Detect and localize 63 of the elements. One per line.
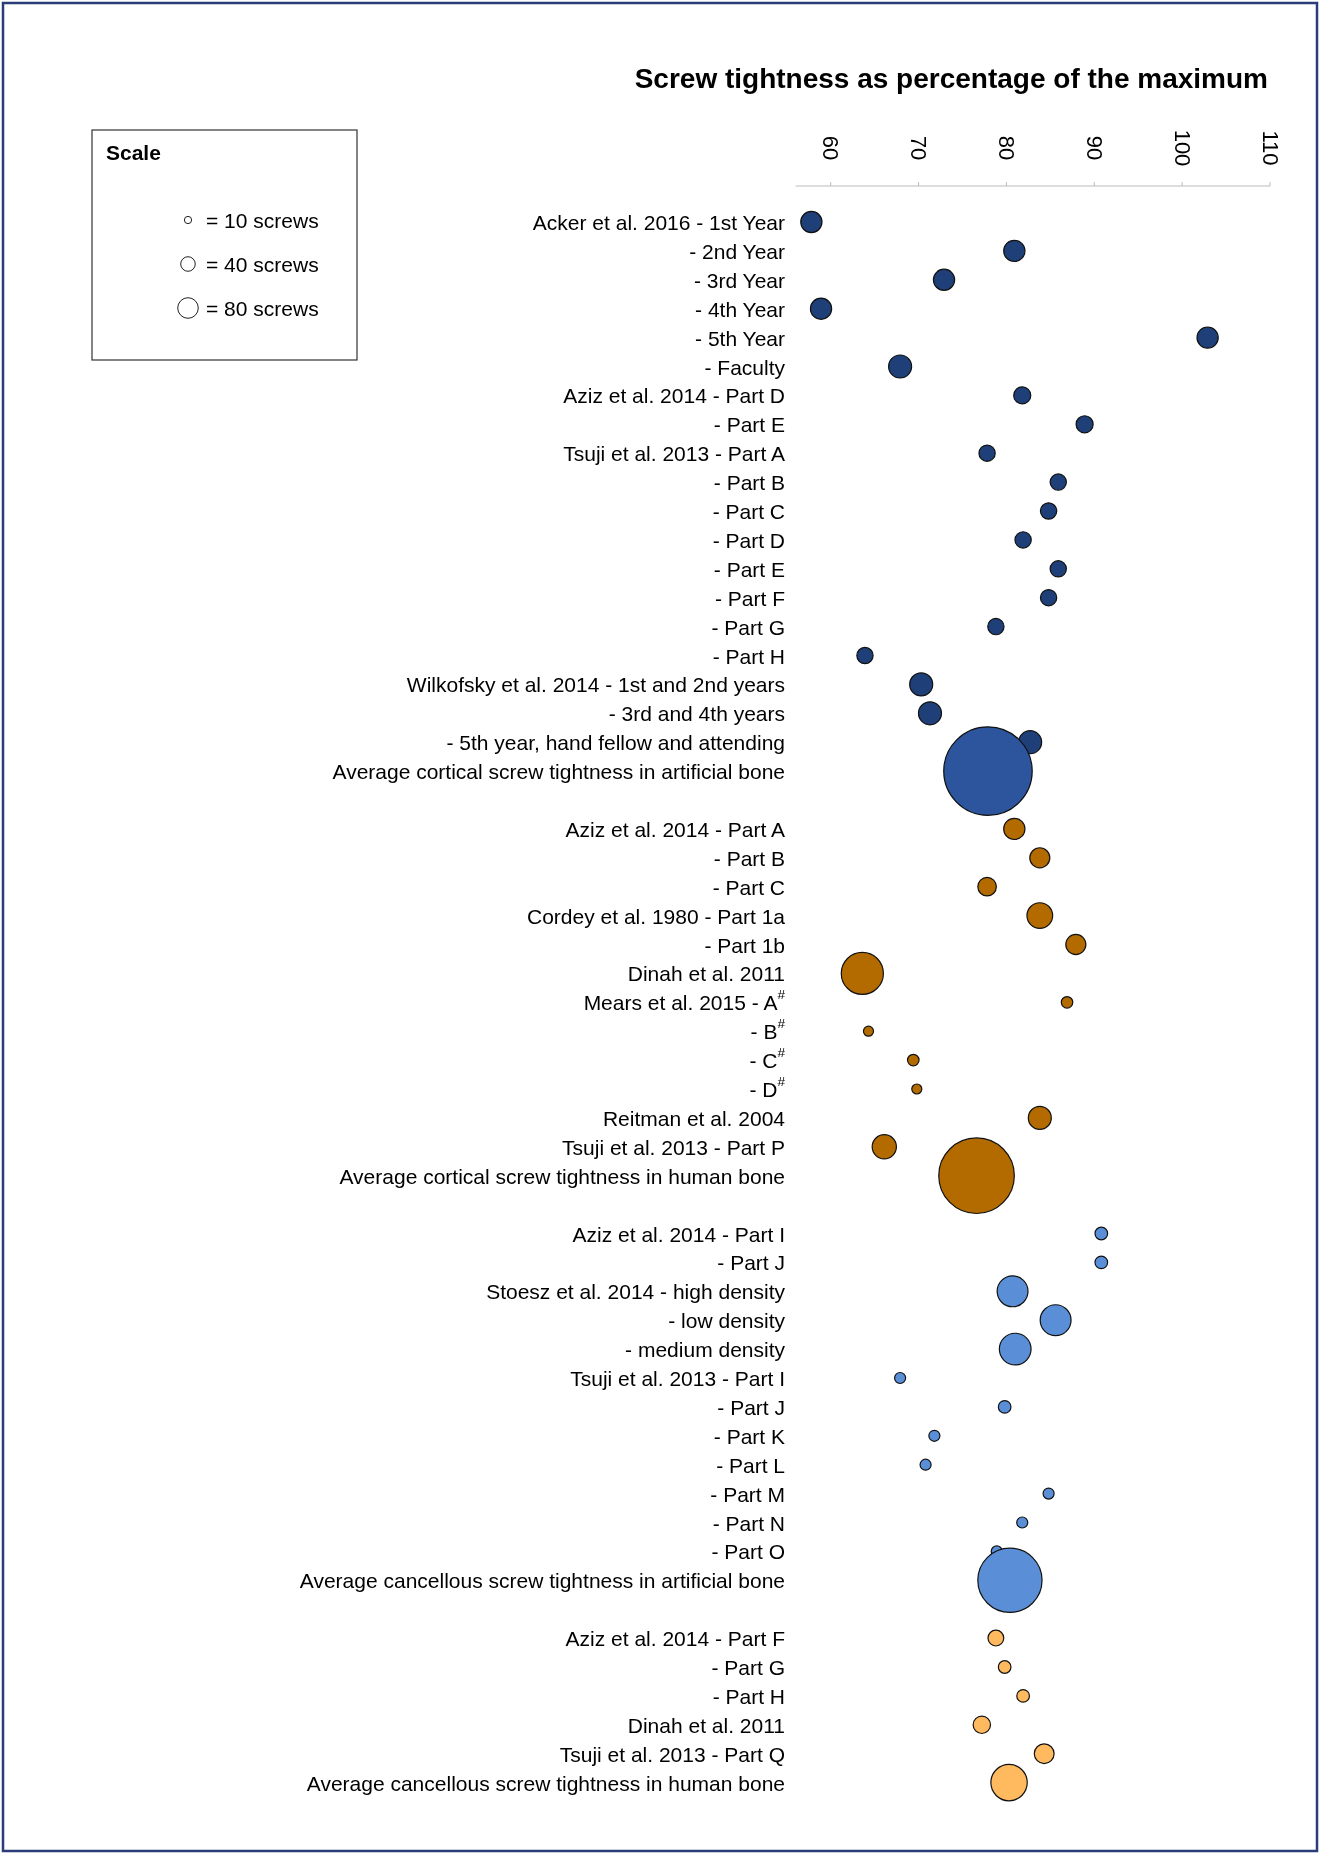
y-tick-label: - Part D xyxy=(712,528,785,552)
y-tick-label: Tsuji et al. 2013 - Part P xyxy=(562,1135,785,1159)
y-tick-label: - Part E xyxy=(713,412,785,436)
y-tick-label: - Part G xyxy=(711,1655,785,1679)
y-tick-label: - Part J xyxy=(717,1250,785,1274)
x-axis-title: Screw tightness as percentage of the maximum xyxy=(634,63,1268,94)
legend-label: = 10 screws xyxy=(206,208,319,232)
y-tick-label: - 3rd Year xyxy=(693,268,785,292)
y-tick-label: Cordey et al. 1980 - Part 1a xyxy=(527,904,786,928)
y-tick-label: Reitman et al. 2004 xyxy=(602,1106,786,1130)
y-tick-label: - Part H xyxy=(712,644,785,667)
y-tick-label: - B$^{#}$ xyxy=(750,1016,786,1043)
x-tick-label: 110 xyxy=(1257,130,1283,166)
y-tick-label: - Part G xyxy=(711,615,785,639)
y-tick-label: Acker et al. 2016 - 1st Year xyxy=(532,210,785,234)
y-tick-label: - C$^{#}$ xyxy=(749,1045,786,1072)
y-tick-label: - Part F xyxy=(714,586,785,610)
y-tick-label: Aziz et al. 2014 - Part I xyxy=(572,1222,785,1245)
y-tick-label: Average cancellous screw tightness in human bone xyxy=(306,1771,785,1795)
y-tick-label: - 3rd and 4th years xyxy=(608,701,785,725)
y-tick-label: - 5th year, hand fellow and attending xyxy=(446,730,785,754)
y-tick-label: - Part L xyxy=(716,1453,785,1477)
y-tick-label: - Part E xyxy=(713,557,785,581)
legend-label: = 80 screws xyxy=(206,296,319,320)
y-tick-label: - D$^{#}$ xyxy=(749,1074,786,1101)
y-tick-label: Dinah et al. 2011 xyxy=(627,961,785,985)
y-tick-label: Tsuji et al. 2013 - Part Q xyxy=(559,1742,785,1766)
y-tick-label: - Part J xyxy=(717,1395,785,1419)
y-tick-label: - 5th Year xyxy=(695,326,786,350)
y-tick-label: Wilkofsky et al. 2014 - 1st and 2nd years xyxy=(406,672,785,696)
y-tick-label: - medium density xyxy=(625,1337,786,1361)
y-tick-label: Tsuji et al. 2013 - Part I xyxy=(570,1366,785,1390)
y-tick-label: - 4th Year xyxy=(695,297,786,321)
y-tick-label: - Part C xyxy=(712,499,785,523)
y-tick-label: - Part 1b xyxy=(704,933,785,956)
y-tick-label: - Faculty xyxy=(704,355,786,378)
legend-label: = 40 screws xyxy=(206,252,319,276)
y-tick-label: - Part H xyxy=(712,1684,785,1708)
y-tick-label: - Part N xyxy=(712,1511,785,1534)
y-tick-label: Aziz et al. 2014 - Part F xyxy=(565,1626,785,1650)
y-tick-label: - Part B xyxy=(713,470,785,494)
y-tick-label: - Part O xyxy=(711,1539,785,1563)
y-tick-label: Average cancellous screw tightness in artificial bone xyxy=(299,1568,785,1592)
y-tick-label: - 2nd Year xyxy=(689,239,785,263)
y-tick-label: Aziz et al. 2014 - Part A xyxy=(565,817,785,841)
x-tick-label: 60 xyxy=(818,135,844,161)
y-tick-label: Aziz et al. 2014 - Part D xyxy=(563,383,785,407)
y-tick-label: - Part C xyxy=(712,875,785,899)
y-tick-label: Average cortical screw tightness in artificial bone xyxy=(332,759,785,783)
y-tick-label: Average cortical screw tightness in human bone xyxy=(339,1164,785,1188)
y-tick-label: - low density xyxy=(668,1308,786,1332)
y-tick-label: - Part M xyxy=(710,1482,785,1506)
x-tick-label: 100 xyxy=(1169,129,1195,167)
x-tick-label: 90 xyxy=(1081,135,1107,161)
legend-title: Scale xyxy=(106,141,161,164)
y-tick-label: Mears et al. 2015 - A$^{#}$ xyxy=(583,987,786,1014)
y-tick-label: Tsuji et al. 2013 - Part A xyxy=(563,441,785,465)
y-tick-label: Stoesz et al. 2014 - high density xyxy=(486,1279,786,1303)
x-tick-label: 70 xyxy=(906,135,932,161)
x-tick-label: 80 xyxy=(993,135,1019,161)
y-tick-label: - Part K xyxy=(713,1424,785,1448)
y-tick-label: Dinah et al. 2011 xyxy=(627,1713,785,1737)
y-tick-label: - Part B xyxy=(713,846,785,870)
